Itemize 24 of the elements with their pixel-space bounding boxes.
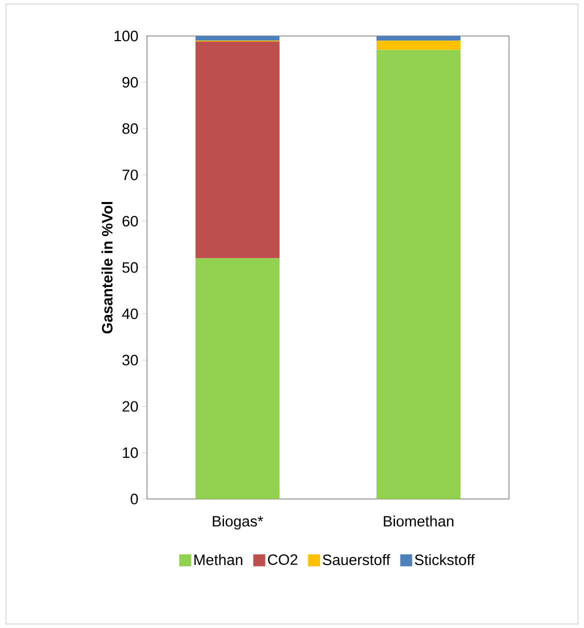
- y-tick-label: 30: [122, 354, 138, 366]
- y-tick-label: 60: [122, 216, 138, 226]
- y-tick-label: 90: [122, 76, 138, 88]
- legend-label: Sauerstoff: [322, 554, 390, 566]
- bar: [376, 36, 461, 41]
- y-tick-label: 0: [130, 494, 138, 504]
- y-tick-label: 10: [122, 447, 138, 458]
- legend-label: CO2: [268, 554, 298, 565]
- y-axis-title: Gasanteile in %Vol: [102, 202, 113, 334]
- legend-label: Methan: [194, 554, 242, 566]
- y-tick-label: 80: [122, 123, 138, 134]
- x-tick-label: Biomethan: [384, 516, 454, 527]
- y-tick-label: 40: [122, 308, 138, 320]
- y-tick-label: 100: [114, 30, 138, 42]
- bar: [376, 40, 461, 50]
- y-tick-label: 20: [122, 401, 138, 412]
- legend-label: Stickstoff: [414, 554, 475, 566]
- bar: [196, 42, 280, 258]
- bar: [196, 36, 280, 41]
- y-tick-label: 50: [122, 262, 138, 273]
- y-tick-label: 70: [122, 170, 138, 180]
- bar: [376, 50, 461, 499]
- bar: [196, 258, 280, 499]
- x-tick-label: Biogas*: [212, 516, 264, 530]
